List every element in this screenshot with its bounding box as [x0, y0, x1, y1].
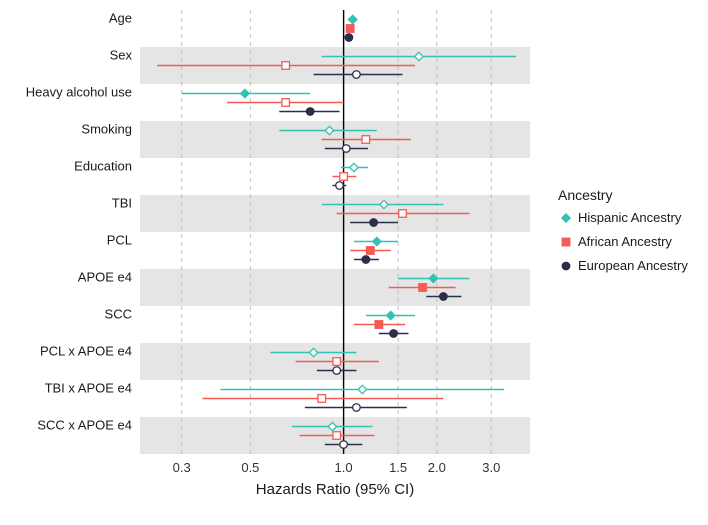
row-label: Sex: [110, 48, 133, 63]
row-label: Education: [74, 159, 132, 174]
forest-plot: Age Sex Heavy alcohol use Smoking Education T…: [0, 0, 708, 525]
marker-square: [399, 210, 407, 218]
row-label: TBI: [112, 196, 132, 211]
x-tick-label: 0.3: [173, 460, 191, 475]
row-label: Heavy alcohol use: [26, 85, 132, 100]
row-label: SCC x APOE e4: [37, 418, 132, 433]
row-label: TBI x APOE e4: [45, 381, 132, 396]
x-tick-label: 1.0: [335, 460, 353, 475]
x-tick-label: 3.0: [482, 460, 500, 475]
marker-diamond: [373, 237, 381, 245]
marker-circle: [370, 219, 378, 227]
marker-square: [282, 62, 290, 70]
x-tick-label: 0.5: [241, 460, 259, 475]
marker-square: [362, 136, 370, 144]
marker-circle: [342, 145, 350, 153]
marker-circle: [353, 71, 361, 79]
row-label: Age: [109, 11, 132, 26]
forest-plot-svg: Age Sex Heavy alcohol use Smoking Education T…: [0, 0, 708, 525]
marker-circle: [562, 262, 570, 270]
row-label: PCL x APOE e4: [40, 344, 132, 359]
row-label: PCL: [107, 233, 132, 248]
legend-item-label: Hispanic Ancestry: [578, 210, 682, 225]
marker-circle: [345, 34, 353, 42]
legend-title: Ancestry: [558, 187, 612, 203]
marker-diamond: [348, 15, 356, 23]
row-label: SCC: [105, 307, 132, 322]
row-label: Smoking: [81, 122, 132, 137]
marker-circle: [390, 330, 398, 338]
marker-diamond: [241, 89, 249, 97]
marker-square: [367, 247, 375, 255]
row-label: APOE e4: [78, 270, 132, 285]
marker-square: [318, 395, 326, 403]
x-axis-label: Hazards Ratio (95% CI): [256, 481, 414, 498]
marker-circle: [440, 293, 448, 301]
x-tick-label: 2.0: [428, 460, 446, 475]
marker-square: [419, 284, 427, 292]
marker-square: [282, 99, 290, 107]
marker-circle: [353, 404, 361, 412]
marker-circle: [336, 182, 344, 190]
row-band: [140, 269, 530, 306]
marker-square: [340, 173, 348, 181]
marker-circle: [306, 108, 314, 116]
legend-item-label: African Ancestry: [578, 234, 672, 249]
marker-diamond: [350, 163, 358, 171]
x-tick-label: 1.5: [389, 460, 407, 475]
marker-diamond: [562, 214, 570, 222]
marker-circle: [340, 441, 348, 449]
marker-circle: [362, 256, 370, 264]
marker-circle: [333, 367, 341, 375]
row-band: [140, 195, 530, 232]
marker-square: [375, 321, 383, 329]
marker-square: [562, 238, 570, 246]
marker-square: [346, 25, 354, 33]
marker-square: [333, 358, 341, 366]
marker-diamond: [358, 385, 366, 393]
legend-item-label: European Ancestry: [578, 258, 688, 273]
marker-square: [333, 432, 341, 440]
marker-diamond: [387, 311, 395, 319]
